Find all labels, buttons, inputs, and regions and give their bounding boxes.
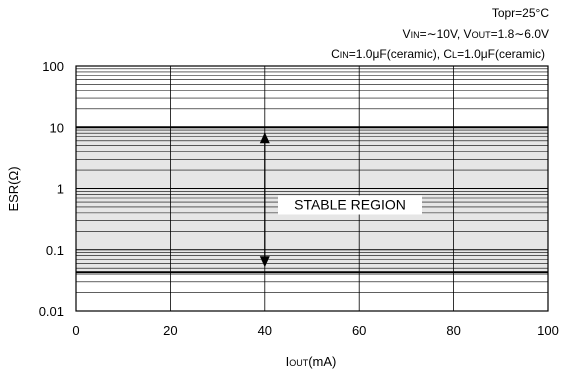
y-axis-tick-labels: 0.01 0.1 1 10 100 bbox=[39, 59, 64, 319]
x-tick-label: 40 bbox=[258, 323, 272, 338]
condition-cin-cl: CIN=1.0μF(ceramic), CL=1.0μF(ceramic) bbox=[331, 47, 545, 61]
plot-frame bbox=[75, 65, 549, 312]
x-tick-label: 60 bbox=[352, 323, 366, 338]
condition-vin-vout: VIN=∼10V, VOUT=1.8∼6.0V bbox=[403, 27, 549, 41]
y-tick-label: 0.1 bbox=[46, 243, 64, 258]
y-tick-label: 1 bbox=[57, 182, 64, 197]
y-tick-label: 100 bbox=[42, 59, 64, 74]
x-axis-title: IOUT(mA) bbox=[286, 354, 337, 369]
x-tick-label: 0 bbox=[72, 323, 79, 338]
condition-topr: Topr=25°C bbox=[492, 6, 549, 20]
stable-region-label: STABLE REGION bbox=[294, 197, 406, 213]
y-axis-title: ESR(Ω) bbox=[6, 166, 21, 211]
y-tick-label: 10 bbox=[50, 120, 64, 135]
x-axis-tick-labels: 0 20 40 60 80 100 bbox=[72, 323, 558, 338]
x-tick-label: 80 bbox=[446, 323, 460, 338]
x-tick-label: 20 bbox=[163, 323, 177, 338]
y-tick-label: 0.01 bbox=[39, 304, 64, 319]
stable-region-label-background bbox=[278, 195, 422, 215]
arrow-up-icon bbox=[259, 132, 270, 144]
arrow-down-icon bbox=[259, 256, 270, 268]
x-tick-label: 100 bbox=[537, 323, 559, 338]
plot-grid bbox=[75, 66, 549, 312]
